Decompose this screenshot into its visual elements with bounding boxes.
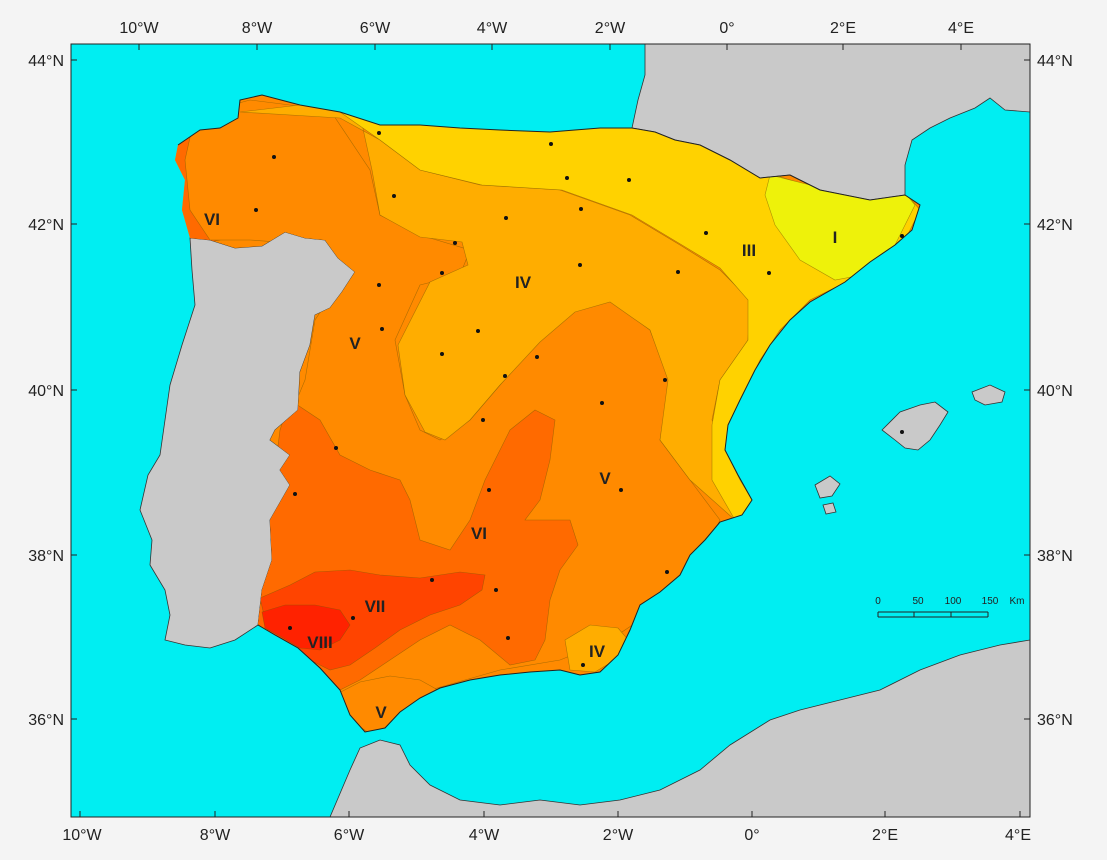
station-dot <box>581 663 585 667</box>
latitude-label: 40°N <box>28 383 64 400</box>
station-dot <box>900 430 904 434</box>
station-dot <box>288 626 292 630</box>
station-dot <box>351 616 355 620</box>
left-latitude-labels: 44°N 42°N 40°N 38°N 36°N <box>28 53 64 729</box>
longitude-label: 8°W <box>200 827 231 844</box>
station-dot <box>619 488 623 492</box>
station-dot <box>494 588 498 592</box>
longitude-label: 2°W <box>603 827 634 844</box>
zone-labels: I III IV IV V V V VI VI VII VIII <box>204 210 837 722</box>
station-dot <box>392 194 396 198</box>
station-dot <box>600 401 604 405</box>
station-dot <box>377 131 381 135</box>
station-dot <box>579 207 583 211</box>
bottom-longitude-labels: 10°W 8°W 6°W 4°W 2°W 0° 2°E 4°E <box>62 827 1031 844</box>
graticule-ticks <box>71 44 1030 817</box>
station-dot <box>254 208 258 212</box>
spain-coastline <box>177 94 921 733</box>
zone-iv-area <box>239 104 761 521</box>
longitude-label: 2°E <box>872 827 898 844</box>
station-dot <box>767 271 771 275</box>
station-dot <box>506 636 510 640</box>
zone-viii-area <box>261 604 351 651</box>
station-dot <box>481 418 485 422</box>
longitude-label: 10°W <box>62 827 102 844</box>
zone-label: IV <box>589 642 606 661</box>
longitude-label: 2°W <box>595 20 626 37</box>
longitude-label: 6°W <box>334 827 365 844</box>
scale-tick-label: 0 <box>875 596 881 607</box>
station-dot <box>676 270 680 274</box>
zone-label: V <box>599 469 611 488</box>
latitude-label: 40°N <box>1037 383 1073 400</box>
north-africa-landmass <box>329 639 1030 817</box>
mallorca-island <box>881 401 949 451</box>
latitude-label: 44°N <box>1037 53 1073 70</box>
station-dot <box>565 176 569 180</box>
station-dot <box>377 283 381 287</box>
longitude-label: 0° <box>719 20 734 37</box>
latitude-label: 36°N <box>28 712 64 729</box>
station-dot <box>334 446 338 450</box>
longitude-label: 0° <box>744 827 759 844</box>
station-markers <box>254 131 904 667</box>
longitude-label: 4°E <box>948 20 974 37</box>
station-dot <box>704 231 708 235</box>
zone-label: V <box>375 703 387 722</box>
longitude-label: 4°E <box>1005 827 1031 844</box>
station-dot <box>380 327 384 331</box>
longitude-label: 2°E <box>830 20 856 37</box>
station-dot <box>627 178 631 182</box>
station-dot <box>293 492 297 496</box>
longitude-label: 4°W <box>469 827 500 844</box>
station-dot <box>440 271 444 275</box>
station-dot <box>487 488 491 492</box>
station-dot <box>272 155 276 159</box>
latitude-label: 42°N <box>1037 217 1073 234</box>
latitude-label: 38°N <box>1037 548 1073 565</box>
top-longitude-labels: 10°W 8°W 6°W 4°W 2°W 0° 2°E 4°E <box>119 20 974 37</box>
menorca-island <box>971 384 1006 406</box>
ibiza-island <box>814 475 841 499</box>
scale-unit-label: Km <box>1010 596 1025 607</box>
zone-label: VI <box>204 210 220 229</box>
zone-label: III <box>742 241 756 260</box>
longitude-label: 6°W <box>360 20 391 37</box>
station-dot <box>503 374 507 378</box>
latitude-label: 36°N <box>1037 712 1073 729</box>
station-dot <box>440 352 444 356</box>
latitude-label: 42°N <box>28 217 64 234</box>
zone-label: V <box>349 334 361 353</box>
station-dot <box>453 241 457 245</box>
scale-tick-label: 50 <box>912 596 924 607</box>
station-dot <box>665 570 669 574</box>
right-latitude-labels: 44°N 42°N 40°N 38°N 36°N <box>1037 53 1073 729</box>
latitude-label: 38°N <box>28 548 64 565</box>
scale-tick-label: 100 <box>945 596 962 607</box>
scale-tick-label: 150 <box>982 596 999 607</box>
station-dot <box>476 329 480 333</box>
station-dot <box>535 355 539 359</box>
station-dot <box>663 378 667 382</box>
longitude-label: 4°W <box>477 20 508 37</box>
formentera-island <box>822 502 837 515</box>
station-dot <box>430 578 434 582</box>
scale-bar: 0 50 100 150 Km <box>875 596 1025 618</box>
zone-label: VI <box>471 524 487 543</box>
station-dot <box>504 216 508 220</box>
latitude-label: 44°N <box>28 53 64 70</box>
station-dot <box>578 263 582 267</box>
zone-label: VII <box>365 597 386 616</box>
station-dot <box>900 234 904 238</box>
station-dot <box>549 142 553 146</box>
zone-label: VIII <box>307 633 333 652</box>
longitude-label: 8°W <box>242 20 273 37</box>
longitude-label: 10°W <box>119 20 159 37</box>
zone-label: I <box>833 228 838 247</box>
map-frame <box>70 43 1031 818</box>
zone-label: IV <box>515 273 532 292</box>
